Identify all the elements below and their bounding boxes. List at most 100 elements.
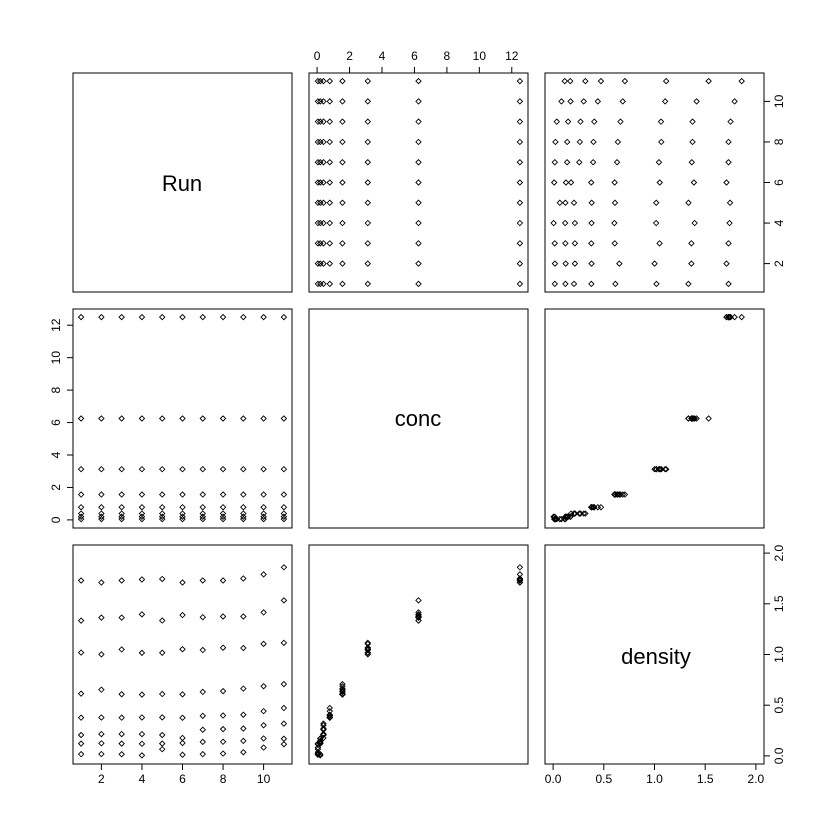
tick-label: 6 [179,772,186,786]
scatter-point [320,77,327,85]
scatter-point [562,280,569,288]
scatter-point [179,645,186,653]
scatter-point [314,750,322,757]
scatter-point [240,725,247,732]
panel-conc-vs-run [72,308,293,529]
scatter-point [731,313,738,321]
scatter-point [98,579,105,586]
scatter-point [551,260,559,267]
scatter-point [339,682,346,690]
diag-label-run: Run [162,171,202,196]
tick-label: 2.0 [748,772,765,786]
tick-label: 10 [49,351,63,365]
scatter-point [118,740,125,747]
scatter-point [516,179,524,186]
scatter-point [364,646,372,654]
scatter-point [280,735,288,742]
scatter-point [260,503,267,511]
scatter-point [240,503,247,511]
scatter-point [567,510,575,517]
scatter-point [317,77,324,85]
scatter-point [364,179,372,186]
scatter-point [562,260,569,267]
scatter-point [179,734,186,742]
scatter-point [280,720,288,727]
scatter-point [158,575,166,583]
scatter-point [199,613,207,621]
scatter-point [118,646,125,653]
tick-label: 2 [49,484,63,491]
scatter-point [199,712,207,720]
scatter-point [158,515,166,523]
scatter-point [158,415,166,422]
scatter-point [552,138,559,146]
scatter-point [77,731,85,739]
scatter-point [567,77,574,85]
scatter-point [98,415,105,422]
scatter-point [571,260,579,267]
scatter-point [199,688,207,696]
scatter-point [260,640,267,648]
scatter-point [364,118,372,125]
scatter-point [118,730,125,738]
scatter-point [138,740,146,748]
scatter-point [199,726,207,733]
scatter-point [158,731,166,739]
scatter-point [280,639,288,647]
scatter-point [326,77,334,85]
scatter-point [689,118,696,125]
scatter-point [656,240,663,247]
scatter-point [725,138,732,146]
scatter-point [280,564,288,571]
scatter-point [597,503,605,511]
scatter-point [280,597,288,604]
scatter-point [364,158,372,166]
scatter-point [577,118,584,125]
scatter-point [98,686,105,693]
scatter-point [179,503,186,511]
scatter-point [415,199,422,207]
scatter-point [158,313,166,321]
scatter-point [77,750,85,758]
scatter-point [516,260,524,267]
scatter-point [723,313,730,321]
scatter-point [551,158,559,166]
scatter-point [199,577,207,584]
scatter-point [326,158,334,166]
scatter-point [138,576,146,583]
scatter-point [158,745,166,753]
scatter-point [415,219,422,227]
scatter-point [415,179,422,186]
scatter-point [260,735,267,742]
scatter-point [158,617,166,624]
scatter-point [260,571,267,578]
scatter-point [563,138,571,146]
scatter-point [240,644,247,652]
scatter-point [653,280,660,288]
scatter-point [326,138,334,146]
scatter-point [219,738,227,746]
scatter-point [118,515,125,523]
scatter-point [179,739,186,747]
scatter-point [580,98,587,105]
scatter-point [588,240,595,247]
scatter-point [550,219,557,227]
scatter-point [317,98,324,105]
scatter-point [616,260,623,267]
scatter-point [738,77,745,85]
scatter-point [727,118,734,125]
scatter-point [77,577,85,584]
scatter-point [317,138,324,146]
scatter-point [260,744,267,751]
scatter-point [567,513,574,520]
scatter-point [320,138,327,146]
scatter-point [317,219,324,227]
scatter-point [280,704,288,712]
scatter-point [280,503,288,511]
scatter-point [339,118,346,125]
scatter-point [179,515,186,523]
scatter-point [77,690,85,697]
scatter-point [138,611,146,618]
scatter-point [326,704,334,712]
